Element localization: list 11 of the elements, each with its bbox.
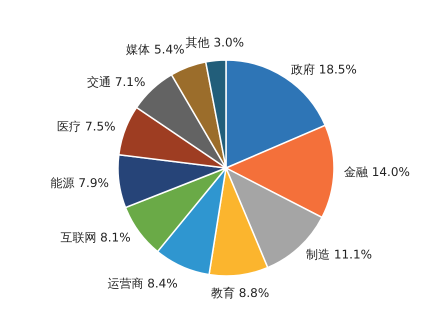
slice-label: 制造 11.1% [306,248,372,262]
slice-label: 医疗 7.5% [57,120,116,134]
slice-label: 教育 8.8% [210,286,270,300]
slice-label: 其他 3.0% [186,36,244,50]
slice-label: 互联网 8.1% [60,230,131,244]
slice-label: 运营商 8.4% [107,276,178,291]
slice-label: 能源 7.9% [50,176,109,190]
slice-label: 政府 18.5% [290,62,357,76]
slice-label: 媒体 5.4% [126,42,185,57]
slice-label: 金融 14.0% [344,165,410,180]
slice-label: 交通 7.1% [87,74,146,89]
